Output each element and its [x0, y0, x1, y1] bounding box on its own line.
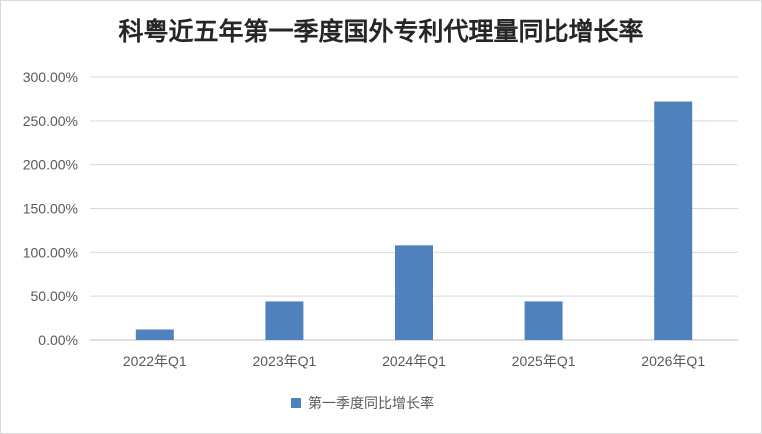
- legend: 第一季度同比增长率: [291, 395, 434, 411]
- x-tick-label: 2026年Q1: [641, 353, 705, 369]
- bars: [135, 101, 693, 341]
- y-tick-label: 100.00%: [23, 244, 78, 260]
- chart-title: 科粤近五年第一季度国外专利代理量同比增长率: [118, 17, 643, 46]
- x-tick-label: 2022年Q1: [123, 353, 187, 369]
- y-tick-label: 300.00%: [23, 69, 78, 85]
- legend-swatch: [291, 398, 301, 408]
- y-tick-label: 150.00%: [23, 201, 78, 217]
- y-tick-label: 250.00%: [23, 113, 78, 129]
- x-tick-label: 2024年Q1: [382, 353, 446, 369]
- y-tick-label: 50.00%: [31, 288, 78, 304]
- y-axis-ticks: 0.00% 50.00% 100.00% 150.00% 200.00% 250.00% 3…: [23, 69, 78, 348]
- bar: [524, 301, 563, 340]
- bar: [654, 101, 693, 341]
- x-tick-label: 2023年Q1: [252, 353, 316, 369]
- x-axis-ticks: 2022年Q1 2023年Q1 2024年Q1 2025年Q1 2026年Q1: [123, 353, 705, 369]
- legend-label: 第一季度同比增长率: [308, 395, 434, 411]
- x-tick-label: 2025年Q1: [512, 353, 576, 369]
- y-tick-label: 200.00%: [23, 157, 78, 173]
- y-tick-label: 0.00%: [38, 332, 78, 348]
- bar: [265, 301, 304, 340]
- bar: [395, 245, 433, 340]
- bar: [135, 329, 174, 340]
- gridlines: [90, 76, 738, 341]
